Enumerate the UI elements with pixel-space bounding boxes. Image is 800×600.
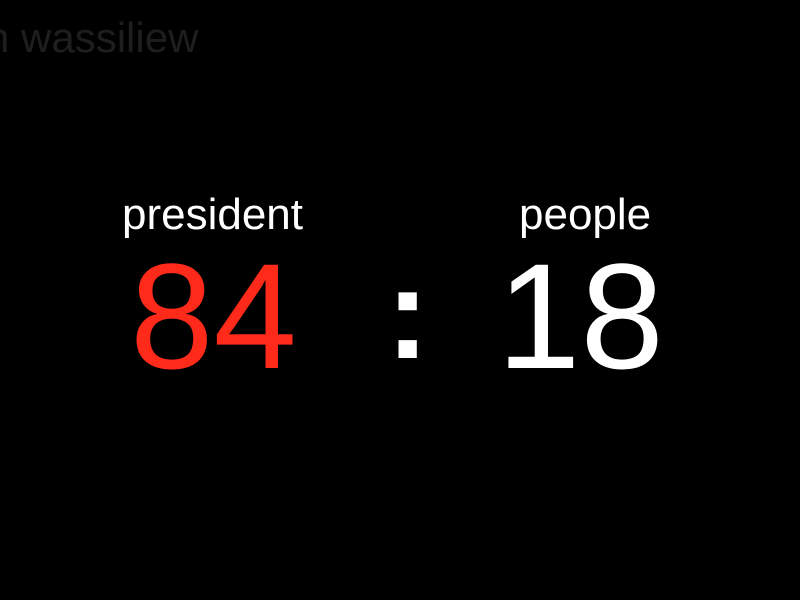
people-score: 18 <box>497 236 664 396</box>
score-separator: : <box>386 238 429 388</box>
president-score: 84 <box>130 236 297 396</box>
watermark-text: n wassiliew <box>0 14 198 62</box>
